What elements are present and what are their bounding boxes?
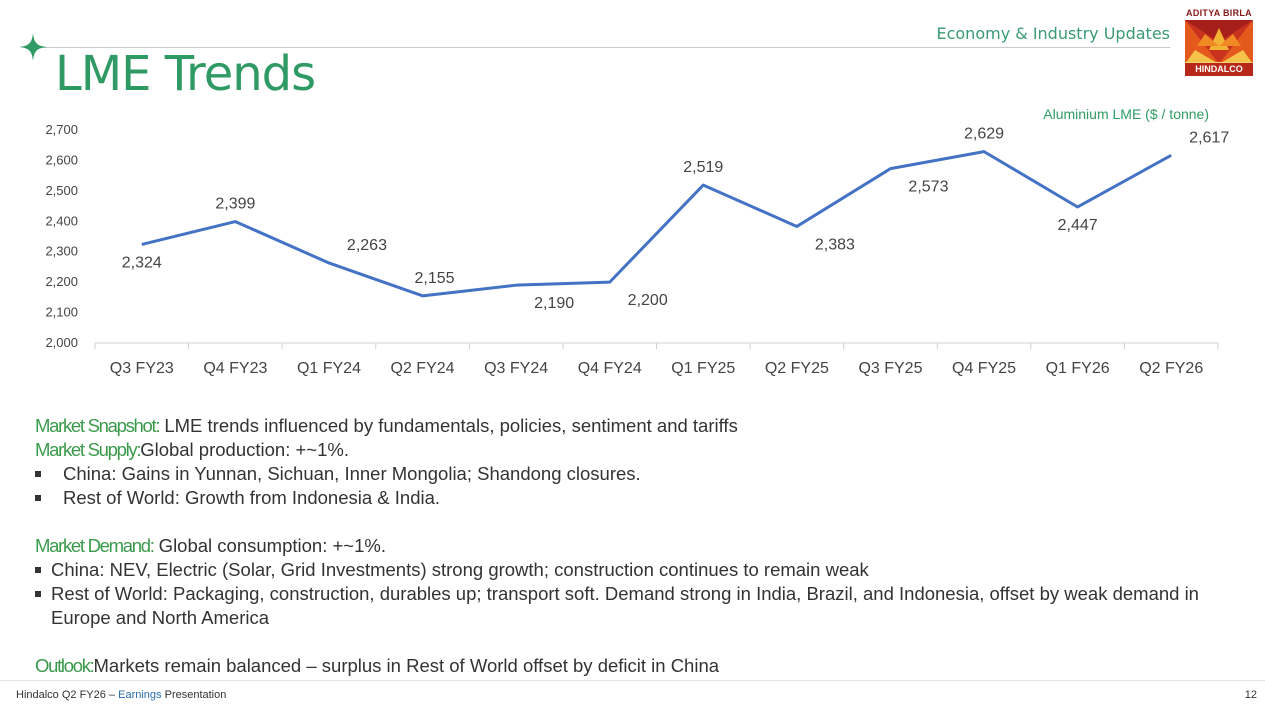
data-label: 2,519 [683,159,723,176]
y-tick-label: 2,300 [45,244,78,259]
x-tick-label: Q4 FY25 [952,360,1016,377]
logo-bottom-text: HINDALCO [1185,62,1253,76]
market-demand-row: Market Demand: Global consumption: +~1%. [35,534,1235,558]
page-number: 12 [1244,689,1257,701]
data-label: 2,190 [534,295,574,312]
x-tick-label: Q3 FY24 [484,360,548,377]
x-tick-label: Q2 FY24 [391,360,455,377]
page-title: LME Trends [55,46,316,102]
x-tick-label: Q1 FY24 [297,360,361,377]
series-line [141,150,1172,298]
market-demand-text: Global consumption: +~1%. [153,535,386,556]
footer-text-part: Hindalco Q2 FY26 – [16,689,119,701]
supply-bullet-text: Rest of World: Growth from Indonesia & I… [63,487,441,508]
footer-divider [0,680,1265,681]
demand-bullet: Rest of World: Packaging, construction, … [35,582,1235,630]
y-tick-label: 2,500 [45,183,78,198]
y-tick-label: 2,400 [45,213,78,228]
outlook-label: Outlook: [35,655,95,676]
chart-series-title: Aluminium LME ($ / tonne) [1043,106,1209,122]
x-tick-label: Q2 FY25 [765,360,829,377]
outlook-text: Markets remain balanced – surplus in Res… [93,655,720,676]
sparkle-icon [19,33,47,61]
data-label: 2,155 [415,270,455,287]
footer-text-part: Presentation [161,689,227,701]
bullet-icon [35,495,41,501]
logo-sun-icon [1185,20,1253,64]
section-label: Economy & Industry Updates [936,24,1170,43]
x-tick-label: Q3 FY23 [110,360,174,377]
data-label: 2,263 [347,237,387,254]
demand-bullet: China: NEV, Electric (Solar, Grid Invest… [35,558,1235,582]
market-commentary: Market Snapshot: LME trends influenced b… [35,414,1235,678]
data-label: 2,617 [1189,129,1229,146]
x-tick-label: Q1 FY26 [1046,360,1110,377]
demand-bullet-text: China: NEV, Electric (Solar, Grid Invest… [51,559,869,580]
supply-bullet: China: Gains in Yunnan, Sichuan, Inner M… [35,462,1235,486]
company-logo: ADITYA BIRLA HINDALCO [1183,8,1255,78]
y-tick-label: 2,000 [45,335,78,350]
bullet-icon [35,471,41,477]
market-supply-text: Global production: +~1%. [140,439,349,460]
data-label: 2,399 [215,196,255,213]
market-supply-row: Market Supply:Global production: +~1%. [35,438,1235,462]
demand-bullet-text: Rest of World: Packaging, construction, … [51,583,1199,628]
y-tick-label: 2,100 [45,305,78,320]
y-tick-label: 2,200 [45,274,78,289]
market-snapshot-row: Market Snapshot: LME trends influenced b… [35,414,1235,438]
data-label: 2,324 [122,254,162,271]
header-divider [38,47,1170,48]
outlook-row: Outlook:Markets remain balanced – surplu… [35,654,1235,678]
supply-bullet: Rest of World: Growth from Indonesia & I… [35,486,1235,510]
footer-text: Hindalco Q2 FY26 – Earnings Presentation [16,689,226,701]
data-label: 2,573 [908,179,948,196]
footer-text-emphasis: Earnings [118,689,162,701]
data-label: 2,200 [628,292,668,309]
x-tick-label: Q3 FY25 [858,360,922,377]
market-demand-label: Market Demand: [35,535,155,556]
x-tick-label: Q4 FY23 [203,360,267,377]
data-label: 2,383 [815,236,855,253]
supply-bullet-text: China: Gains in Yunnan, Sichuan, Inner M… [63,463,641,484]
logo-mark: HINDALCO [1185,20,1253,76]
x-tick-label: Q1 FY25 [671,360,735,377]
y-tick-label: 2,700 [45,122,78,137]
data-label: 2,629 [964,126,1004,143]
bullet-icon [35,591,41,597]
market-supply-label: Market Supply: [35,439,141,460]
market-snapshot-label: Market Snapshot: [35,415,161,436]
x-tick-label: Q2 FY26 [1139,360,1203,377]
market-snapshot-text: LME trends influenced by fundamentals, p… [159,415,738,436]
data-label: 2,447 [1058,217,1098,234]
x-tick-label: Q4 FY24 [578,360,642,377]
logo-top-text: ADITYA BIRLA [1186,8,1252,18]
lme-line-chart: Aluminium LME ($ / tonne) 2,000 2,100 2,200… [45,106,1229,377]
y-tick-label: 2,600 [45,152,78,167]
bullet-icon [35,567,41,573]
